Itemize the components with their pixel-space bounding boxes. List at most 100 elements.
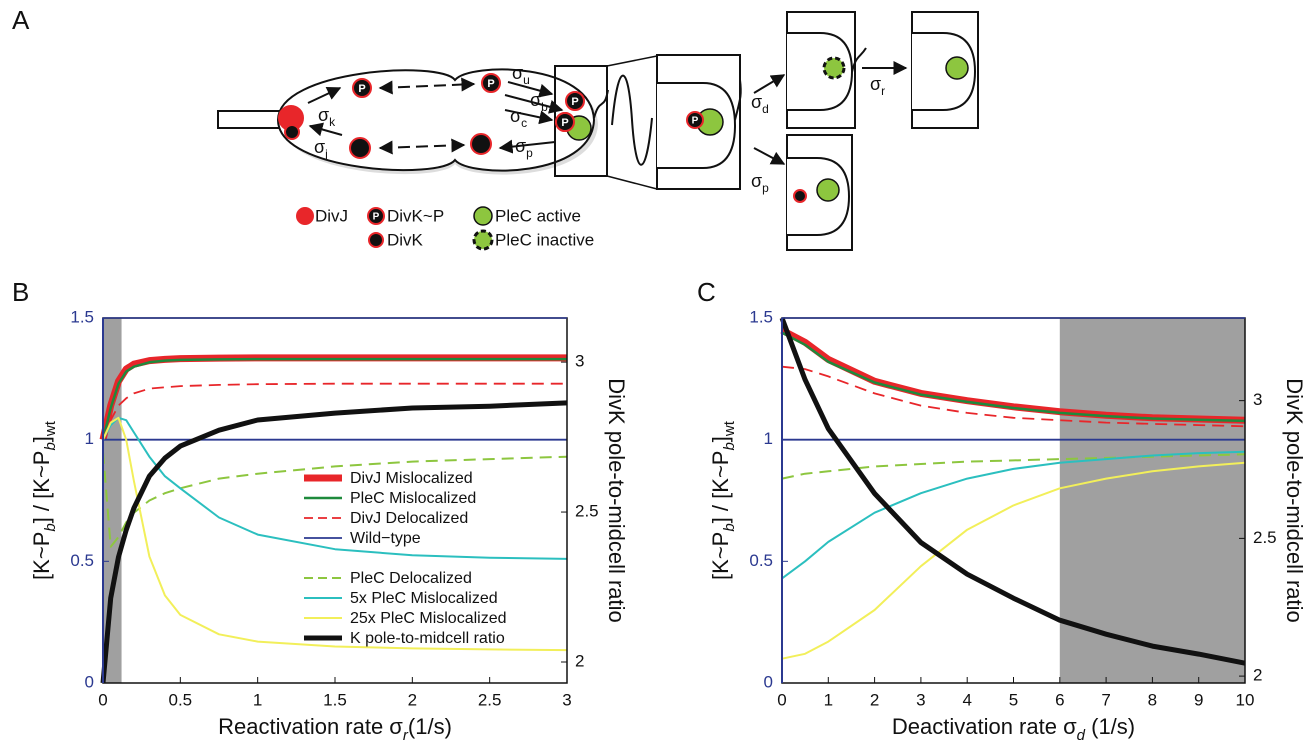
series-line [100, 400, 568, 684]
legend-label: DivK [387, 230, 424, 249]
rate-subscript: r [881, 84, 885, 98]
x-tick-label: 1 [253, 690, 262, 709]
rate-symbol: σ [510, 106, 521, 126]
label-part: (1/s) [1085, 714, 1135, 739]
y2-axis-label: DivK pole-to-midcell ratio [1282, 378, 1307, 623]
label-part: wt [721, 420, 738, 437]
series-line [779, 317, 1246, 666]
x-tick-label: 5 [1009, 690, 1018, 709]
legend-label: DivK~P [387, 206, 444, 225]
y-tick-label: 1.5 [749, 307, 773, 326]
y2-tick-label: 2.5 [575, 502, 599, 521]
label-part: ] / [K~P [29, 451, 54, 524]
flagellum-wave [611, 74, 653, 166]
divk-p [481, 73, 501, 93]
rate-label: σk [318, 105, 336, 129]
label-part: Reactivation rate σ [218, 714, 403, 739]
y2-axis-label: DivK pole-to-midcell ratio [604, 378, 629, 623]
phospho-label: P [692, 116, 699, 127]
x-tick-label: 7 [1101, 690, 1110, 709]
divk [470, 133, 492, 155]
x-tick-label: 0 [98, 690, 107, 709]
x-tick-label: 3 [916, 690, 925, 709]
shaded-region [1059, 318, 1245, 683]
x-tick-label: 2 [408, 690, 417, 709]
rate-subscript: p [526, 146, 533, 160]
series-line [102, 382, 567, 441]
series-line [102, 416, 568, 652]
legend-label: PleC active [495, 206, 581, 225]
divk-p [367, 207, 385, 225]
x-tick-label: 4 [962, 690, 971, 709]
series-line [101, 357, 567, 440]
arrow [753, 147, 786, 165]
label-part: d [1077, 727, 1086, 743]
label-part: ] / [K~P [708, 451, 733, 524]
plec-active [816, 178, 840, 202]
legend-label: PleC Delocalized [350, 570, 472, 587]
rate-label: σr [870, 74, 885, 98]
plec-active [945, 56, 969, 80]
legend-label: 25x PleC Mislocalized [350, 610, 507, 627]
y-axis-label: [K~Pb] / [K~Pb]wt [708, 420, 739, 580]
x-tick-label: 1.5 [323, 690, 347, 709]
x-tick-label: 8 [1148, 690, 1157, 709]
phospho-label: P [571, 96, 578, 108]
series-line [102, 416, 568, 560]
panel-label: A [12, 5, 30, 35]
x-axis-label: Reactivation rate σr(1/s) [218, 714, 452, 743]
divk-p [555, 112, 575, 132]
series-line [781, 461, 1246, 660]
rate-subscript: p [762, 181, 769, 195]
label-part: [K~P [708, 532, 733, 580]
rate-symbol: σ [318, 105, 329, 125]
x-tick-label: 2.5 [478, 690, 502, 709]
rate-subscript: c [521, 116, 527, 130]
y-axis-label: [K~Pb] / [K~Pb]wt [29, 420, 60, 580]
rate-label: σb [530, 90, 548, 114]
label-part: r [403, 727, 409, 743]
zoom-box [554, 65, 608, 177]
y2-tick-label: 2 [575, 651, 584, 670]
legend-plec-inactive [472, 229, 494, 251]
x-tick-label: 10 [1236, 690, 1255, 709]
rate-symbol: σ [314, 137, 325, 157]
series-line [781, 365, 1246, 428]
x-tick-label: 0.5 [169, 690, 193, 709]
arrow [378, 77, 476, 95]
rate-label: σp [515, 136, 533, 160]
y2-tick-label: 3 [575, 352, 584, 371]
divk [284, 124, 300, 140]
rate-label: σj [314, 137, 328, 161]
rate-subscript: d [762, 102, 769, 116]
arrow [504, 109, 554, 125]
panel-label: B [12, 277, 29, 307]
x-tick-label: 0 [777, 690, 786, 709]
legend-plec-active [473, 206, 493, 226]
x-tick-label: 6 [1055, 690, 1064, 709]
y2-tick-label: 2 [1253, 666, 1262, 685]
legend-label: DivJ [315, 206, 348, 225]
arrow [307, 87, 342, 104]
series-line [102, 451, 568, 548]
y-tick-label: 0.5 [70, 551, 94, 570]
x-tick-label: 9 [1194, 690, 1203, 709]
divk-p [352, 78, 372, 98]
arrow [378, 138, 466, 155]
rate-subscript: b [541, 100, 548, 114]
arrow [504, 94, 564, 114]
legend-label: PleC inactive [495, 230, 594, 249]
zoom-connector [606, 175, 658, 190]
flagellum [593, 89, 609, 119]
y-tick-label: 0 [85, 672, 94, 691]
legend-label: DivJ Delocalized [350, 510, 468, 527]
rate-symbol: σ [512, 63, 523, 83]
label-part: b [42, 523, 59, 531]
arrow [507, 81, 554, 98]
divk-p [686, 111, 704, 129]
rate-subscript: k [329, 115, 336, 129]
rate-symbol: σ [751, 171, 762, 191]
x-tick-label: 2 [870, 690, 879, 709]
rate-symbol: σ [870, 74, 881, 94]
rate-symbol: σ [530, 90, 541, 110]
